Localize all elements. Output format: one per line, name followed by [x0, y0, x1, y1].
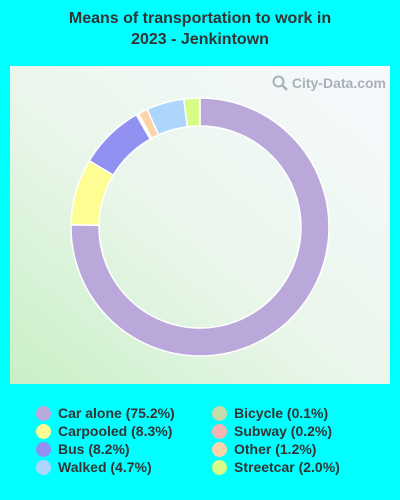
legend-item[interactable]: Car alone (75.2%) [36, 404, 175, 422]
legend-label: Car alone (75.2%) [58, 405, 175, 421]
legend-item[interactable]: Walked (4.7%) [36, 458, 152, 476]
legend-swatch [36, 459, 51, 475]
legend-label: Subway (0.2%) [234, 423, 333, 439]
legend-swatch [212, 405, 227, 421]
legend-label: Carpooled (8.3%) [58, 423, 173, 439]
donut-slice-7[interactable] [182, 97, 201, 128]
chart-title-line-1: Means of transportation to work in [68, 10, 332, 27]
legend-item[interactable]: Subway (0.2%) [212, 422, 332, 440]
magnifier-icon [272, 75, 288, 91]
legend-swatch [212, 459, 227, 475]
chart-title-line-2: 2023 - Jenkintown [131, 31, 269, 48]
legend-label: Walked (4.7%) [58, 459, 152, 475]
legend-label: Bicycle (0.1%) [234, 405, 329, 421]
legend-item[interactable]: Streetcar (2.0%) [212, 458, 340, 476]
legend-label: Bus (8.2%) [58, 441, 130, 457]
legend-item[interactable]: Other (1.2%) [212, 440, 316, 458]
legend-swatch [212, 423, 227, 439]
donut-slice-0[interactable] [70, 97, 330, 357]
legend-swatch [36, 423, 51, 439]
legend-swatch [36, 405, 51, 421]
legend-swatch [36, 441, 51, 457]
watermark: City-Data.com [272, 75, 386, 91]
legend-label: Other (1.2%) [234, 441, 317, 457]
legend-label: Streetcar (2.0%) [234, 459, 340, 475]
watermark-text: City-Data.com [291, 75, 386, 91]
legend-item[interactable]: Bicycle (0.1%) [212, 404, 328, 422]
chart-title: Means of transportation to work in 2023 … [0, 8, 400, 50]
legend-item[interactable]: Carpooled (8.3%) [36, 422, 172, 440]
legend-item[interactable]: Bus (8.2%) [36, 440, 130, 458]
legend-swatch [212, 441, 227, 457]
